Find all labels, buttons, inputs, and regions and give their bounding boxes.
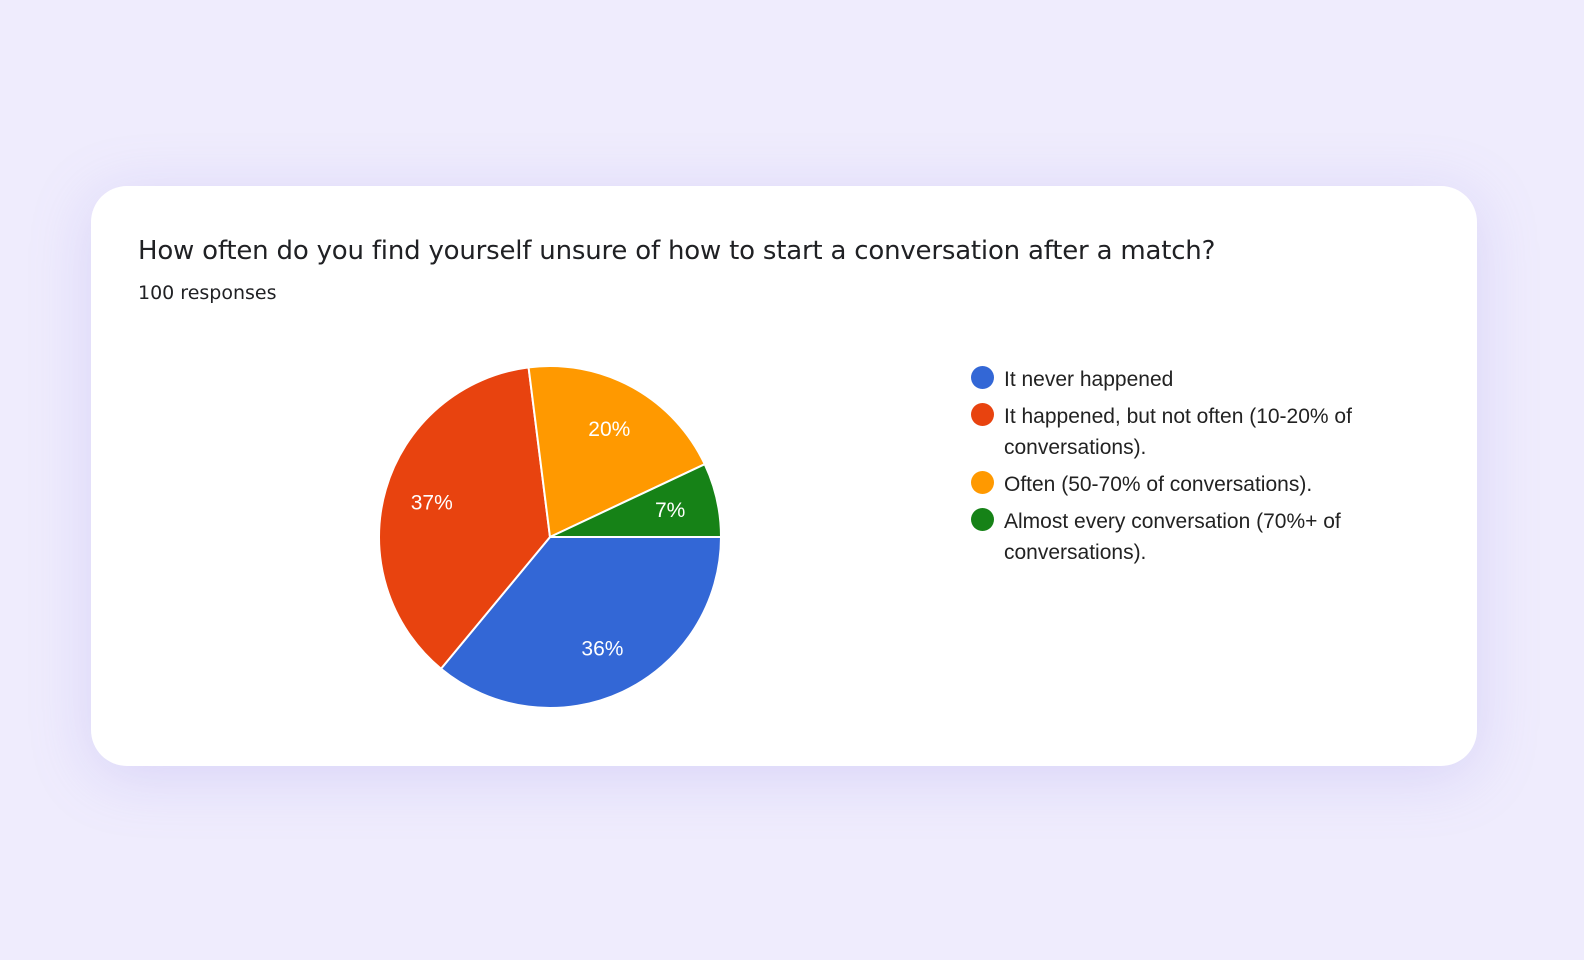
legend-swatch-icon — [971, 471, 994, 494]
pie-slice — [439, 536, 723, 709]
legend-label: Often (50-70% of conversations). — [1004, 473, 1313, 496]
pie-chart: 36% 37% 20% 7% — [378, 365, 723, 709]
legend-label: It happened, but not often (10-20% of co… — [1004, 405, 1352, 459]
legend-swatch-icon — [971, 403, 994, 426]
pie-slice — [378, 366, 552, 671]
legend-label: Almost every conversation (70%+ of conve… — [1004, 510, 1341, 564]
slice-label: 36% — [581, 637, 623, 660]
pie-slice — [549, 462, 723, 538]
legend-label: It never happened — [1004, 368, 1174, 391]
chart-card: How often do you find yourself unsure of… — [91, 186, 1477, 766]
slice-label: 20% — [588, 418, 630, 441]
legend-swatch-icon — [971, 508, 994, 531]
slice-label: 37% — [411, 492, 453, 515]
response-count: 100 responses — [138, 282, 277, 304]
legend-item: Almost every conversation (70%+ of conve… — [971, 506, 1411, 568]
legend-item: It happened, but not often (10-20% of co… — [971, 401, 1411, 463]
legend-item: Often (50-70% of conversations). — [971, 469, 1411, 500]
slice-label: 7% — [655, 499, 685, 522]
legend-item: It never happened — [971, 364, 1411, 395]
question-title: How often do you find yourself unsure of… — [138, 236, 1216, 266]
legend: It never happened It happened, but not o… — [971, 364, 1411, 574]
pie-slice — [527, 365, 707, 539]
legend-swatch-icon — [971, 366, 994, 389]
